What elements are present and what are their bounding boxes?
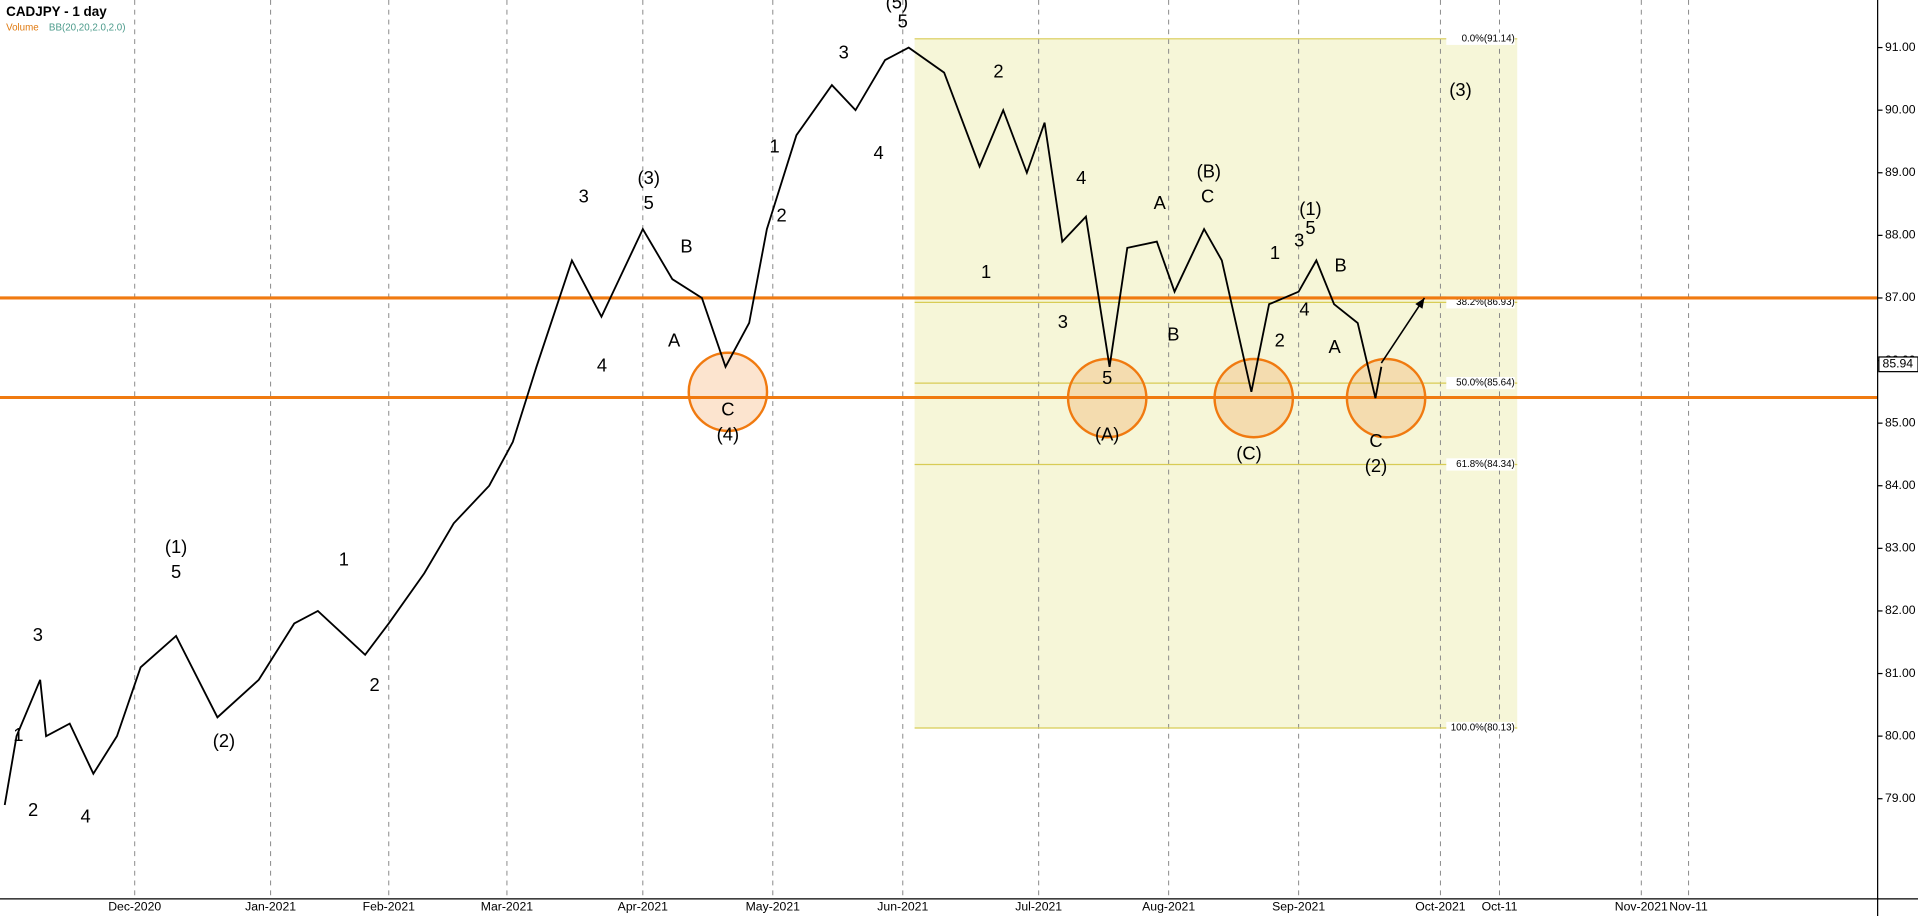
wave-label: C bbox=[721, 398, 734, 419]
wave-label: 4 bbox=[1076, 167, 1086, 188]
wave-label: 5 bbox=[1102, 367, 1112, 388]
wave-label: B bbox=[1167, 323, 1179, 344]
wave-label: 2 bbox=[777, 204, 787, 225]
fib-label-bg bbox=[1446, 32, 1515, 45]
x-tick-label: Sep-2021 bbox=[1272, 900, 1325, 914]
wave-label: A bbox=[1329, 336, 1342, 357]
wave-label: 3 bbox=[33, 624, 43, 645]
wave-label: (B) bbox=[1197, 161, 1221, 182]
x-tick-label: Nov-11 bbox=[1669, 900, 1708, 914]
y-tick-label: 79.00 bbox=[1885, 791, 1916, 805]
fib-label: 38.2%(86.93) bbox=[1456, 297, 1515, 308]
x-tick-label: Apr-2021 bbox=[618, 900, 668, 914]
wave-label: B bbox=[680, 236, 692, 257]
highlight-circle bbox=[687, 351, 769, 433]
last-price-label: 85.94 bbox=[1883, 357, 1914, 371]
wave-label: (1) bbox=[165, 536, 187, 557]
fib-label: 0.0%(91.14) bbox=[1462, 33, 1515, 44]
wave-label: B bbox=[1334, 255, 1346, 276]
wave-label: 3 bbox=[579, 186, 589, 207]
wave-label: 2 bbox=[1275, 330, 1285, 351]
y-tick-label: 88.00 bbox=[1885, 228, 1916, 242]
wave-label: 5 bbox=[171, 561, 181, 582]
chart-title: CADJPY - 1 day bbox=[6, 4, 107, 19]
wave-label: 5 bbox=[1305, 217, 1315, 238]
fib-label-bg bbox=[1446, 376, 1515, 390]
wave-label: C bbox=[1369, 430, 1382, 451]
y-tick-label: 82.00 bbox=[1885, 603, 1916, 617]
legend-bb: BB(20,20,2.0,2.0) bbox=[49, 23, 126, 34]
background-layer: 0.0%(91.14) 38.2%(86.93) 50.0%(85.64) 61.8%… bbox=[134, 0, 1690, 899]
y-tick-label: 80.00 bbox=[1885, 728, 1916, 742]
fib-label: 100.0%(80.13) bbox=[1451, 723, 1515, 734]
fib-label-bg bbox=[1446, 458, 1515, 471]
x-tick-label: Oct-11 bbox=[1482, 900, 1518, 914]
y-tick-label: 87.00 bbox=[1885, 290, 1916, 304]
x-tick-label: May-2021 bbox=[746, 900, 801, 914]
wave-label: 2 bbox=[28, 799, 38, 820]
wave-label: A bbox=[1154, 192, 1167, 213]
wave-label: (2) bbox=[213, 730, 235, 751]
y-tick-label: 89.00 bbox=[1885, 165, 1916, 179]
wave-label: (A) bbox=[1095, 424, 1119, 445]
x-tick-label: Nov-2021 bbox=[1615, 900, 1668, 914]
last-price-box bbox=[1878, 356, 1918, 373]
wave-label: (1) bbox=[1299, 198, 1321, 219]
wave-label: (3) bbox=[1449, 79, 1471, 100]
wave-label: 1 bbox=[1270, 242, 1280, 263]
wave-label: 1 bbox=[981, 261, 991, 282]
highlight-circle bbox=[1066, 357, 1148, 439]
x-tick-label: Jun-2021 bbox=[877, 900, 928, 914]
wave-label: 4 bbox=[1299, 298, 1309, 319]
wave-label: (2) bbox=[1365, 455, 1387, 476]
legend-volume: Volume bbox=[6, 23, 39, 34]
price-line bbox=[3, 46, 1383, 806]
wave-label: 4 bbox=[873, 142, 883, 163]
y-tick-label: 91.00 bbox=[1885, 40, 1916, 54]
wave-label: C bbox=[1201, 186, 1214, 207]
wave-label: (4) bbox=[717, 424, 739, 445]
highlight-circle bbox=[1345, 357, 1427, 439]
highlight-circle bbox=[1213, 357, 1295, 439]
arrow-head bbox=[1415, 297, 1425, 309]
y-tick-label: 90.00 bbox=[1885, 102, 1916, 116]
x-tick-label: Oct-2021 bbox=[1415, 900, 1465, 914]
x-tick-label: Jan-2021 bbox=[245, 900, 296, 914]
wave-label: A bbox=[668, 330, 681, 351]
wave-label: 2 bbox=[993, 60, 1003, 81]
wave-label: 1 bbox=[769, 136, 779, 157]
wave-label: (3) bbox=[638, 167, 660, 188]
fib-label: 50.0%(85.64) bbox=[1456, 378, 1515, 389]
wave-label: 4 bbox=[81, 805, 91, 826]
projection-arrow bbox=[1380, 297, 1426, 364]
wave-label: (C) bbox=[1236, 442, 1261, 463]
y-tick-label: 81.00 bbox=[1885, 666, 1916, 680]
y-tick-label: 84.00 bbox=[1885, 478, 1916, 492]
wave-label: 5 bbox=[644, 192, 654, 213]
x-tick-label: Mar-2021 bbox=[481, 900, 534, 914]
fib-label-bg bbox=[1446, 721, 1515, 735]
x-tick-label: Feb-2021 bbox=[363, 900, 416, 914]
wave-label: 3 bbox=[839, 42, 849, 63]
wave-label: 5 bbox=[898, 10, 908, 31]
x-tick-label: Dec-2020 bbox=[108, 900, 161, 914]
x-tick-label: Jul-2021 bbox=[1015, 900, 1062, 914]
wave-label: (5) bbox=[886, 0, 908, 13]
y-tick-label: 83.00 bbox=[1885, 541, 1916, 555]
y-tick-label: 85.00 bbox=[1885, 415, 1916, 429]
wave-label: 1 bbox=[13, 724, 23, 745]
wave-label: 3 bbox=[1058, 311, 1068, 332]
fib-label: 61.8%(84.34) bbox=[1456, 459, 1515, 470]
x-tick-label: Aug-2021 bbox=[1142, 900, 1195, 914]
wave-label: 4 bbox=[597, 355, 607, 376]
wave-label: 1 bbox=[339, 549, 349, 570]
wave-label: 3 bbox=[1294, 229, 1304, 250]
wave-label: 2 bbox=[369, 674, 379, 695]
